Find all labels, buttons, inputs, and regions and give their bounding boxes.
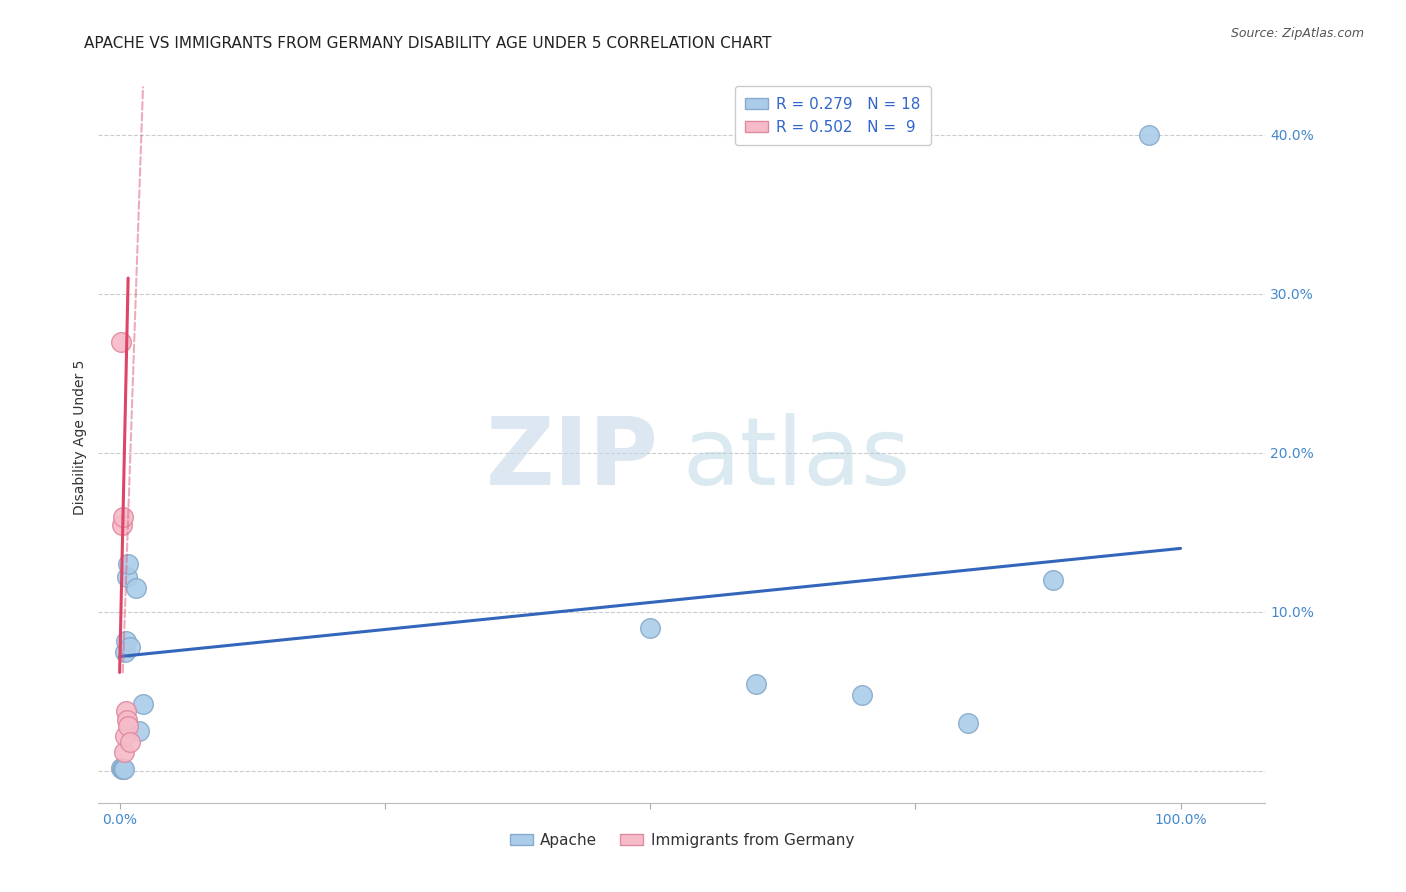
Point <box>851 688 873 702</box>
Point <box>115 570 138 584</box>
Point <box>120 640 142 654</box>
Point <box>115 633 138 648</box>
Point <box>115 713 138 727</box>
Point <box>117 558 139 572</box>
Point <box>111 763 134 777</box>
Point <box>111 517 134 532</box>
Point <box>112 763 135 777</box>
Point <box>110 761 132 775</box>
Point <box>114 729 136 743</box>
Point <box>115 704 138 718</box>
Point <box>1137 128 1160 142</box>
Point <box>114 645 136 659</box>
Point <box>1042 573 1064 587</box>
Point <box>120 735 142 749</box>
Point <box>638 621 661 635</box>
Text: APACHE VS IMMIGRANTS FROM GERMANY DISABILITY AGE UNDER 5 CORRELATION CHART: APACHE VS IMMIGRANTS FROM GERMANY DISABI… <box>84 36 772 51</box>
Point <box>117 719 139 733</box>
Y-axis label: Disability Age Under 5: Disability Age Under 5 <box>73 359 87 515</box>
Point <box>124 581 146 595</box>
Point <box>132 697 155 711</box>
Text: atlas: atlas <box>682 413 910 505</box>
Point <box>110 334 132 349</box>
Legend: Apache, Immigrants from Germany: Apache, Immigrants from Germany <box>503 827 860 854</box>
Text: ZIP: ZIP <box>485 413 658 505</box>
Text: Source: ZipAtlas.com: Source: ZipAtlas.com <box>1230 27 1364 40</box>
Point <box>745 676 768 690</box>
Point <box>112 745 135 759</box>
Point <box>111 763 134 777</box>
Point <box>957 716 980 731</box>
Point <box>111 509 134 524</box>
Point <box>128 724 150 739</box>
